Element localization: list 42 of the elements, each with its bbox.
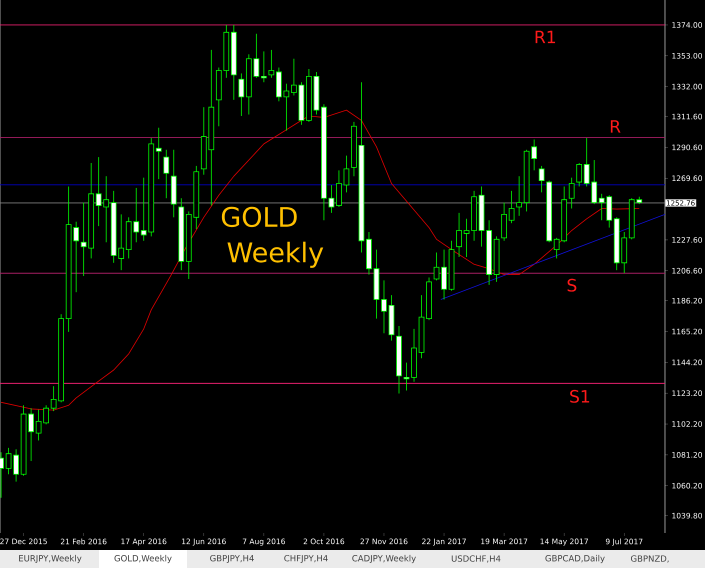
ref-line-label: R1 <box>536 30 556 44</box>
candlestick <box>140 177 147 242</box>
candlestick <box>268 50 274 78</box>
candlestick <box>576 162 582 187</box>
text: GOLD,Weekly <box>114 554 172 564</box>
text: EURJPY,Weekly <box>19 554 82 564</box>
candlestick <box>260 50 267 83</box>
candlestick <box>606 194 612 228</box>
line-series <box>0 110 640 410</box>
candlestick <box>133 188 140 243</box>
candlestick <box>80 202 87 276</box>
candlestick <box>584 138 590 187</box>
candlestick <box>253 33 260 78</box>
text: GBPNZD, <box>630 555 669 563</box>
candlestick <box>103 176 110 243</box>
candlestick <box>73 221 80 293</box>
candlestick <box>591 160 598 204</box>
ref-line-label: S <box>568 278 576 292</box>
candlestick <box>568 177 575 209</box>
candlestick <box>43 404 49 425</box>
candlestick <box>516 176 522 216</box>
candlestick <box>50 386 57 412</box>
candlestick <box>156 127 162 180</box>
text: USDCHF,H4 <box>452 555 500 563</box>
candlestick <box>598 193 605 221</box>
text: GBPCAD,Daily <box>545 554 605 564</box>
candlestick <box>36 409 42 441</box>
text: GBPJPY,H4 <box>210 554 254 563</box>
text: CADJPY,Weekly <box>352 554 416 564</box>
candlestick <box>96 156 102 227</box>
candlestick <box>531 139 538 171</box>
candlestick <box>163 149 170 199</box>
candlestick <box>284 83 290 132</box>
text: CHFJPY,H4 <box>284 554 328 563</box>
candlestick <box>238 73 244 116</box>
text: GOLD <box>222 206 297 228</box>
ref-line-label: S1 <box>570 390 590 403</box>
ref-line-label: R <box>610 120 621 133</box>
candlestick <box>118 214 124 271</box>
candlestick <box>554 237 560 259</box>
candlestick <box>538 166 545 193</box>
text: Weekly <box>227 242 324 268</box>
